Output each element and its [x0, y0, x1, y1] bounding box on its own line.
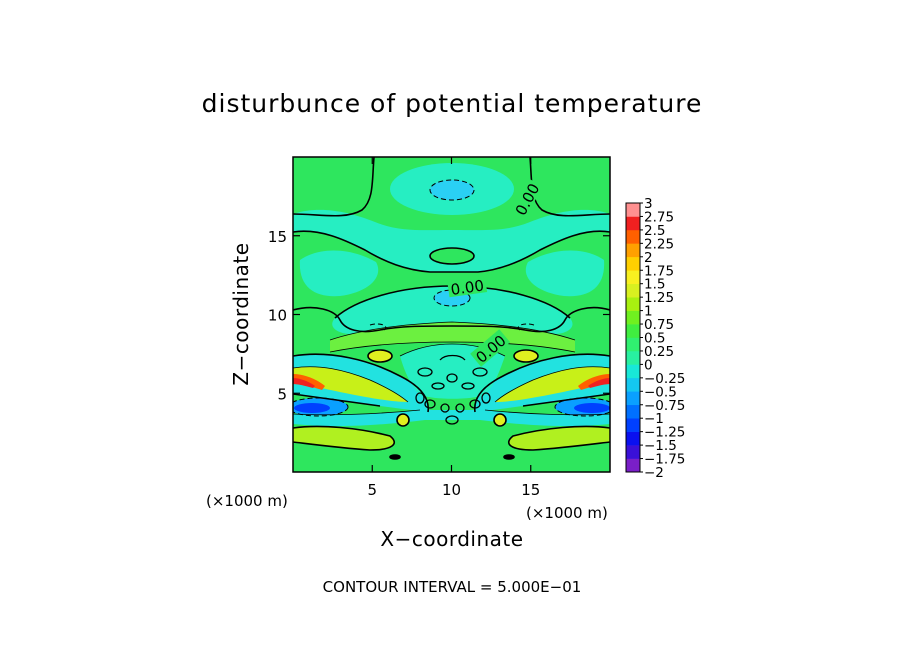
light-green-bottom-right	[508, 426, 610, 450]
colorbar-tick-label: −0.25	[644, 371, 685, 387]
x-unit-label-right: (×1000 m)	[526, 504, 608, 522]
x-tick-label: 5	[367, 481, 377, 499]
x-tick-label: 15	[521, 481, 540, 499]
contour-label-bg	[447, 275, 488, 298]
colorbar-tick-label: 2.5	[644, 223, 665, 239]
x-unit-label-left: (×1000 m)	[206, 492, 288, 510]
light-green-bottom-left	[293, 426, 395, 450]
colorbar: −2−1.75−1.5−1.25−1−0.75−0.5−0.2500.250.5…	[625, 196, 685, 481]
contour-label: 0.00	[450, 276, 486, 298]
contour-label-bg	[509, 178, 543, 220]
colorbar-swatch	[626, 324, 640, 338]
contour-labels: 0.000.000.00	[447, 178, 543, 367]
colorbar-swatch	[626, 216, 640, 231]
cyan-arch-middle	[332, 286, 573, 335]
y-tick-label: 15	[268, 228, 287, 246]
yellow-blob-left	[368, 350, 392, 362]
warm-streak-right-2	[588, 378, 610, 388]
colorbar-tick-label: 1.25	[644, 290, 674, 306]
yellow-blob-bottom-left	[397, 414, 409, 426]
yellow-green-ridge-left	[293, 366, 408, 402]
colorbar-swatch	[626, 364, 640, 379]
x-axis-label: X−coordinate	[380, 527, 523, 551]
colorbar-tick-label: 0.25	[644, 344, 674, 360]
cyan-blob-left	[299, 250, 379, 297]
colorbar-swatch	[626, 377, 640, 392]
yellow-blob-right	[514, 350, 538, 362]
colorbar-tick-label: 2	[644, 250, 653, 266]
colorbar-tick-label: −2	[644, 465, 664, 481]
zero-contour-top	[293, 157, 375, 217]
colorbar-swatch	[626, 431, 640, 446]
colorbar-tick-label: 1.75	[644, 263, 674, 279]
y-tick-label: 5	[277, 385, 287, 403]
colorbar-tick-label: 0.75	[644, 317, 674, 333]
colorbar-tick-label: 2.25	[644, 236, 674, 252]
colorbar-tick-label: 1	[644, 304, 653, 320]
colorbar-tick-label: 3	[644, 196, 653, 212]
y-axis-ticks: 5 10 15	[268, 228, 610, 403]
colorbar-tick-label: −1.5	[644, 438, 677, 454]
contour-interval-text: CONTOUR INTERVAL = 5.000E−01	[323, 578, 582, 596]
colorbar-swatch	[626, 203, 640, 217]
colorbar-tick-label: 0.5	[644, 331, 665, 347]
y-axis-label: Z−coordinate	[229, 242, 253, 385]
y-tick-label: 10	[268, 307, 287, 325]
colorbar-tick-label: 1.5	[644, 277, 665, 293]
contour-field	[293, 157, 610, 472]
colorbar-swatch	[626, 445, 640, 459]
cyan-region-upper	[293, 209, 610, 272]
colorbar-swatch	[626, 404, 640, 419]
zero-contour-middle	[293, 306, 610, 333]
colorbar-tick-label: −1.25	[644, 425, 685, 441]
warm-streak-left-2	[293, 378, 315, 388]
colorbar-tick-label: 0	[644, 357, 653, 373]
colorbar-swatch	[626, 350, 640, 365]
light-green-band	[330, 322, 575, 352]
cyan-blob-right	[525, 250, 605, 297]
green-blob-center-upper	[430, 248, 474, 264]
colorbar-swatch	[626, 243, 640, 258]
colorbar-swatch	[626, 270, 640, 284]
colorbar-tick-label: −1.75	[644, 452, 685, 468]
colorbar-swatch	[626, 297, 640, 311]
x-axis-ticks: 5 10 15	[367, 157, 540, 499]
colorbar-swatch	[626, 418, 640, 432]
x-tick-label: 10	[442, 481, 461, 499]
colorbar-swatch	[626, 256, 640, 271]
colorbar-tick-label: −0.75	[644, 398, 685, 414]
warm-streak-right	[578, 374, 610, 390]
colorbar-tick-label: −1	[644, 411, 664, 427]
colorbar-swatch	[626, 391, 640, 406]
colorbar-swatch	[626, 229, 640, 244]
blue-core-right-inner	[574, 403, 610, 413]
colorbar-swatch	[626, 458, 640, 473]
colorbar-swatch	[626, 283, 640, 298]
colorbar-tick-label: −0.5	[644, 384, 677, 400]
cyan-blob-top-inner	[430, 180, 474, 200]
chart-title: disturbunce of potential temperature	[202, 89, 703, 118]
warm-streak-left	[293, 374, 325, 390]
yellow-blob-bottom-right	[494, 414, 506, 426]
colorbar-swatch	[626, 310, 640, 325]
contour-label-bg	[470, 329, 511, 367]
colorbar-swatch	[626, 337, 640, 352]
colorbar-tick-label: 2.75	[644, 209, 674, 225]
blue-core-left-inner	[294, 403, 330, 413]
yellow-green-ridge-right	[495, 366, 610, 402]
